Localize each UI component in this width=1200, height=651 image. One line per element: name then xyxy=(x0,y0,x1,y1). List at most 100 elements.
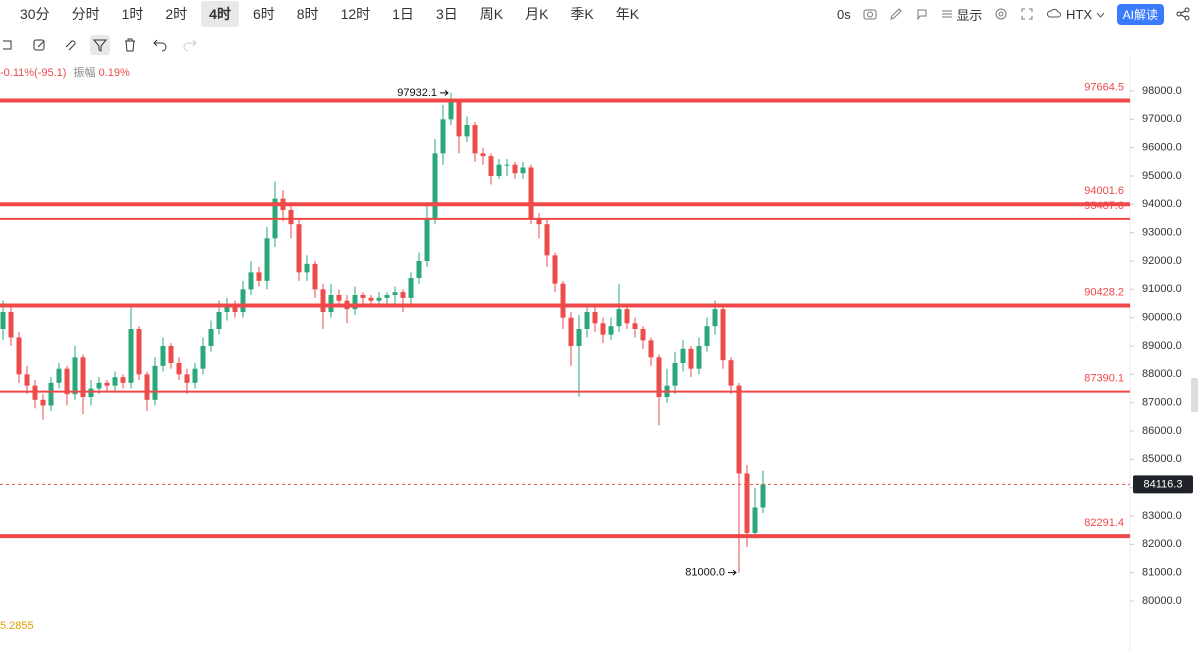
candle xyxy=(600,317,606,344)
candle-body xyxy=(720,309,726,361)
candle-body xyxy=(616,309,622,327)
candle xyxy=(392,286,398,304)
candle-body xyxy=(264,238,270,281)
candle xyxy=(448,92,454,126)
interval-button[interactable]: 季K xyxy=(570,6,594,22)
candle xyxy=(328,283,334,318)
y-tick-label: 98000.0 xyxy=(1142,85,1182,97)
candle-body xyxy=(256,272,262,281)
candle-body xyxy=(512,164,518,174)
candle-body xyxy=(760,484,766,508)
candle xyxy=(456,99,462,154)
y-tick-label: 87000.0 xyxy=(1142,397,1182,409)
candle-body xyxy=(520,167,526,174)
extreme-arrow xyxy=(728,569,737,576)
interval-button[interactable]: 12时 xyxy=(340,6,371,22)
tool-filter[interactable] xyxy=(90,35,110,55)
icon xyxy=(3,40,12,50)
candle-body xyxy=(576,329,582,347)
amplitude: 0.19% xyxy=(98,67,130,79)
camera-icon[interactable] xyxy=(863,7,877,21)
candle xyxy=(672,351,678,395)
pen-icon[interactable] xyxy=(889,7,903,21)
candle xyxy=(256,266,262,287)
candle xyxy=(136,326,142,380)
candle xyxy=(568,312,574,366)
tool-edit[interactable] xyxy=(30,35,50,55)
interval-button[interactable]: 6时 xyxy=(252,6,275,22)
ai-button[interactable]: AI解读 xyxy=(1116,3,1164,25)
candle xyxy=(632,317,638,338)
candle xyxy=(544,218,550,267)
exchange-label: HTX xyxy=(1066,6,1093,22)
candle-body xyxy=(48,382,54,406)
interval-button[interactable]: 2时 xyxy=(165,6,188,22)
candle xyxy=(8,306,14,347)
level-label: 82291.4 xyxy=(1084,517,1124,529)
candle-body xyxy=(680,348,686,363)
exchange-select[interactable]: HTX xyxy=(1046,6,1105,22)
interval-button[interactable]: 3日 xyxy=(435,6,458,22)
candle xyxy=(184,368,190,395)
icon xyxy=(125,38,135,52)
replay-icon[interactable] xyxy=(915,7,929,21)
interval-button[interactable]: 8时 xyxy=(296,6,319,22)
candle-body xyxy=(320,289,326,313)
candle xyxy=(520,161,526,179)
candle-body xyxy=(224,306,230,313)
candle-body xyxy=(152,365,158,400)
candle-body xyxy=(624,309,630,324)
candle-body xyxy=(752,507,758,533)
candle-body xyxy=(472,125,478,154)
interval-button[interactable]: 周K xyxy=(479,6,504,22)
tool-delete[interactable] xyxy=(120,35,140,55)
settings-icon[interactable] xyxy=(994,7,1008,21)
candle xyxy=(496,159,502,179)
candle-body xyxy=(456,102,462,137)
candle xyxy=(344,295,350,324)
candle-body xyxy=(496,164,502,177)
candle-body xyxy=(296,224,302,273)
list-icon xyxy=(941,10,952,17)
icon xyxy=(65,40,76,51)
share-icon[interactable] xyxy=(1176,7,1190,21)
candle xyxy=(32,379,38,409)
interval-button[interactable]: 月K xyxy=(525,6,549,22)
candle xyxy=(416,252,422,284)
interval-button[interactable]: 4时 xyxy=(201,1,239,27)
candle xyxy=(736,382,742,573)
icon xyxy=(153,39,167,52)
tool-cursor[interactable] xyxy=(0,35,20,55)
display-label: 显示 xyxy=(956,7,983,23)
tool-magnet[interactable] xyxy=(60,35,80,55)
tool-redo[interactable] xyxy=(180,35,200,55)
candle-body xyxy=(200,346,206,369)
tool-undo[interactable] xyxy=(150,35,170,55)
interval-button[interactable]: 1日 xyxy=(392,6,414,22)
candle xyxy=(504,159,510,177)
candle xyxy=(424,204,430,267)
candle xyxy=(648,337,654,366)
interval-button[interactable]: 分时 xyxy=(71,6,100,22)
interval-button[interactable]: 1时 xyxy=(121,6,144,22)
interval-button[interactable]: 30分 xyxy=(20,6,50,22)
display-menu[interactable]: 显示 xyxy=(941,5,983,24)
candle-body xyxy=(144,374,150,400)
interval-button[interactable]: 年K xyxy=(615,6,640,22)
y-tick-label: 80000.0 xyxy=(1142,595,1182,607)
y-tick-label: 95000.0 xyxy=(1142,170,1182,182)
fullscreen-icon[interactable] xyxy=(1020,7,1034,21)
candle-body xyxy=(552,255,558,284)
candle xyxy=(360,292,366,304)
candle-body xyxy=(464,125,470,137)
change: -0.11%(-95.1) xyxy=(0,67,67,79)
icon xyxy=(93,39,107,52)
candle xyxy=(88,379,94,406)
y-tick-label: 96000.0 xyxy=(1142,142,1182,154)
y-tick-label: 94000.0 xyxy=(1142,198,1182,210)
candle-body xyxy=(704,326,710,347)
candle-body xyxy=(104,382,110,386)
candle xyxy=(728,357,734,395)
candle xyxy=(16,331,22,383)
timer[interactable]: 0s xyxy=(837,6,851,22)
